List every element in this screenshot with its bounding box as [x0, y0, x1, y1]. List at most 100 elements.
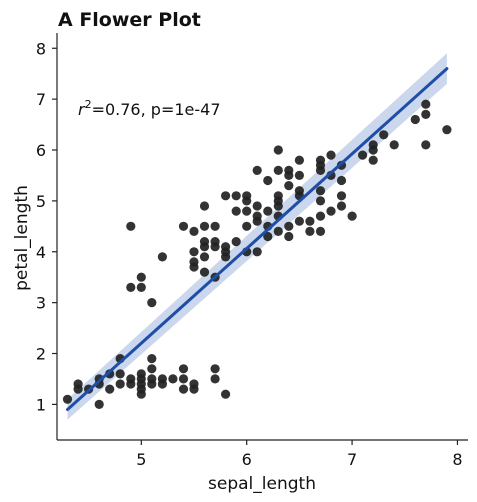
- data-point: [315, 186, 326, 196]
- data-point: [368, 155, 378, 165]
- data-point: [199, 267, 210, 277]
- data-point: [284, 165, 294, 175]
- data-point: [263, 231, 273, 242]
- data-point: [178, 374, 189, 384]
- x-axis-label: sepal_length: [208, 474, 316, 494]
- data-point: [126, 221, 136, 231]
- data-point: [294, 170, 304, 180]
- data-point: [315, 196, 326, 206]
- y-tick-label: 6: [36, 141, 46, 160]
- y-tick-label: 1: [36, 395, 46, 414]
- data-point: [252, 247, 262, 257]
- data-point: [136, 282, 146, 292]
- data-point: [231, 206, 241, 216]
- data-point: [442, 125, 452, 135]
- x-tick-label: 5: [136, 450, 146, 469]
- data-point: [189, 247, 199, 257]
- data-point: [221, 191, 231, 201]
- data-point: [421, 99, 431, 109]
- data-point: [231, 237, 241, 247]
- x-tick-label: 8: [452, 450, 462, 469]
- regression-line-layer: [66, 67, 449, 411]
- confidence-band: [67, 53, 447, 420]
- data-point: [252, 165, 262, 175]
- y-tick-label: 7: [36, 90, 46, 109]
- data-point: [389, 140, 399, 150]
- data-point: [147, 364, 157, 374]
- annotation-r: r: [78, 100, 86, 119]
- data-point: [252, 211, 262, 221]
- data-point: [115, 379, 125, 389]
- y-tick-label: 3: [36, 294, 46, 313]
- y-ticks: 1 2 3 4 5 6 7 8: [36, 39, 57, 414]
- data-point: [189, 226, 199, 236]
- data-point: [147, 298, 157, 308]
- data-point: [105, 384, 115, 394]
- data-point: [126, 374, 136, 384]
- data-point: [421, 109, 431, 119]
- data-point: [347, 211, 357, 221]
- data-point: [294, 216, 304, 226]
- data-point: [273, 191, 283, 201]
- y-tick-label: 4: [36, 243, 46, 262]
- data-point: [252, 201, 262, 211]
- data-point: [315, 226, 326, 236]
- data-point: [242, 221, 252, 231]
- data-point: [147, 354, 157, 364]
- x-ticks: 5 6 7 8: [136, 440, 463, 469]
- y-tick-label: 5: [36, 192, 46, 211]
- x-tick-label: 6: [242, 450, 252, 469]
- data-point: [94, 399, 104, 409]
- regression-line: [66, 67, 449, 411]
- data-point: [147, 374, 157, 384]
- data-point: [199, 252, 210, 262]
- data-point: [273, 226, 283, 236]
- data-point: [199, 237, 210, 247]
- data-point: [358, 150, 368, 160]
- data-point: [305, 216, 315, 226]
- data-point: [263, 175, 273, 186]
- data-point: [315, 211, 326, 221]
- data-point: [73, 379, 83, 389]
- data-point: [105, 369, 115, 379]
- data-point: [336, 201, 347, 211]
- data-point: [284, 221, 294, 231]
- annotation-rest: =0.76, p=1e-47: [92, 100, 221, 119]
- data-point: [189, 257, 199, 267]
- data-point: [178, 221, 189, 231]
- data-point: [273, 165, 283, 175]
- data-point: [336, 191, 347, 201]
- annotation-sup: 2: [85, 98, 92, 111]
- data-point: [294, 186, 304, 196]
- data-point: [136, 272, 146, 282]
- data-point: [284, 231, 294, 242]
- data-point: [326, 206, 336, 216]
- data-point: [368, 140, 378, 150]
- data-point: [379, 130, 389, 140]
- data-point: [284, 181, 294, 191]
- data-point: [231, 191, 241, 201]
- chart-title: A Flower Plot: [58, 9, 201, 31]
- data-point: [210, 374, 220, 384]
- y-axis-label: petal_length: [12, 185, 32, 291]
- data-point: [273, 145, 283, 155]
- data-point: [336, 175, 347, 186]
- data-point: [189, 379, 199, 389]
- data-point: [315, 155, 326, 165]
- y-tick-label: 8: [36, 39, 46, 58]
- data-point: [294, 155, 304, 165]
- y-tick-label: 2: [36, 345, 46, 364]
- data-point: [221, 242, 231, 252]
- points-layer: [62, 99, 452, 409]
- confidence-band-layer: [67, 53, 447, 420]
- x-tick-label: 7: [347, 450, 357, 469]
- data-point: [178, 364, 189, 374]
- data-point: [199, 221, 210, 231]
- data-point: [326, 150, 336, 160]
- data-point: [157, 374, 167, 384]
- data-point: [62, 394, 73, 404]
- r-squared-annotation: r2=0.76, p=1e-47: [78, 98, 221, 119]
- data-point: [242, 206, 252, 216]
- data-point: [210, 364, 220, 374]
